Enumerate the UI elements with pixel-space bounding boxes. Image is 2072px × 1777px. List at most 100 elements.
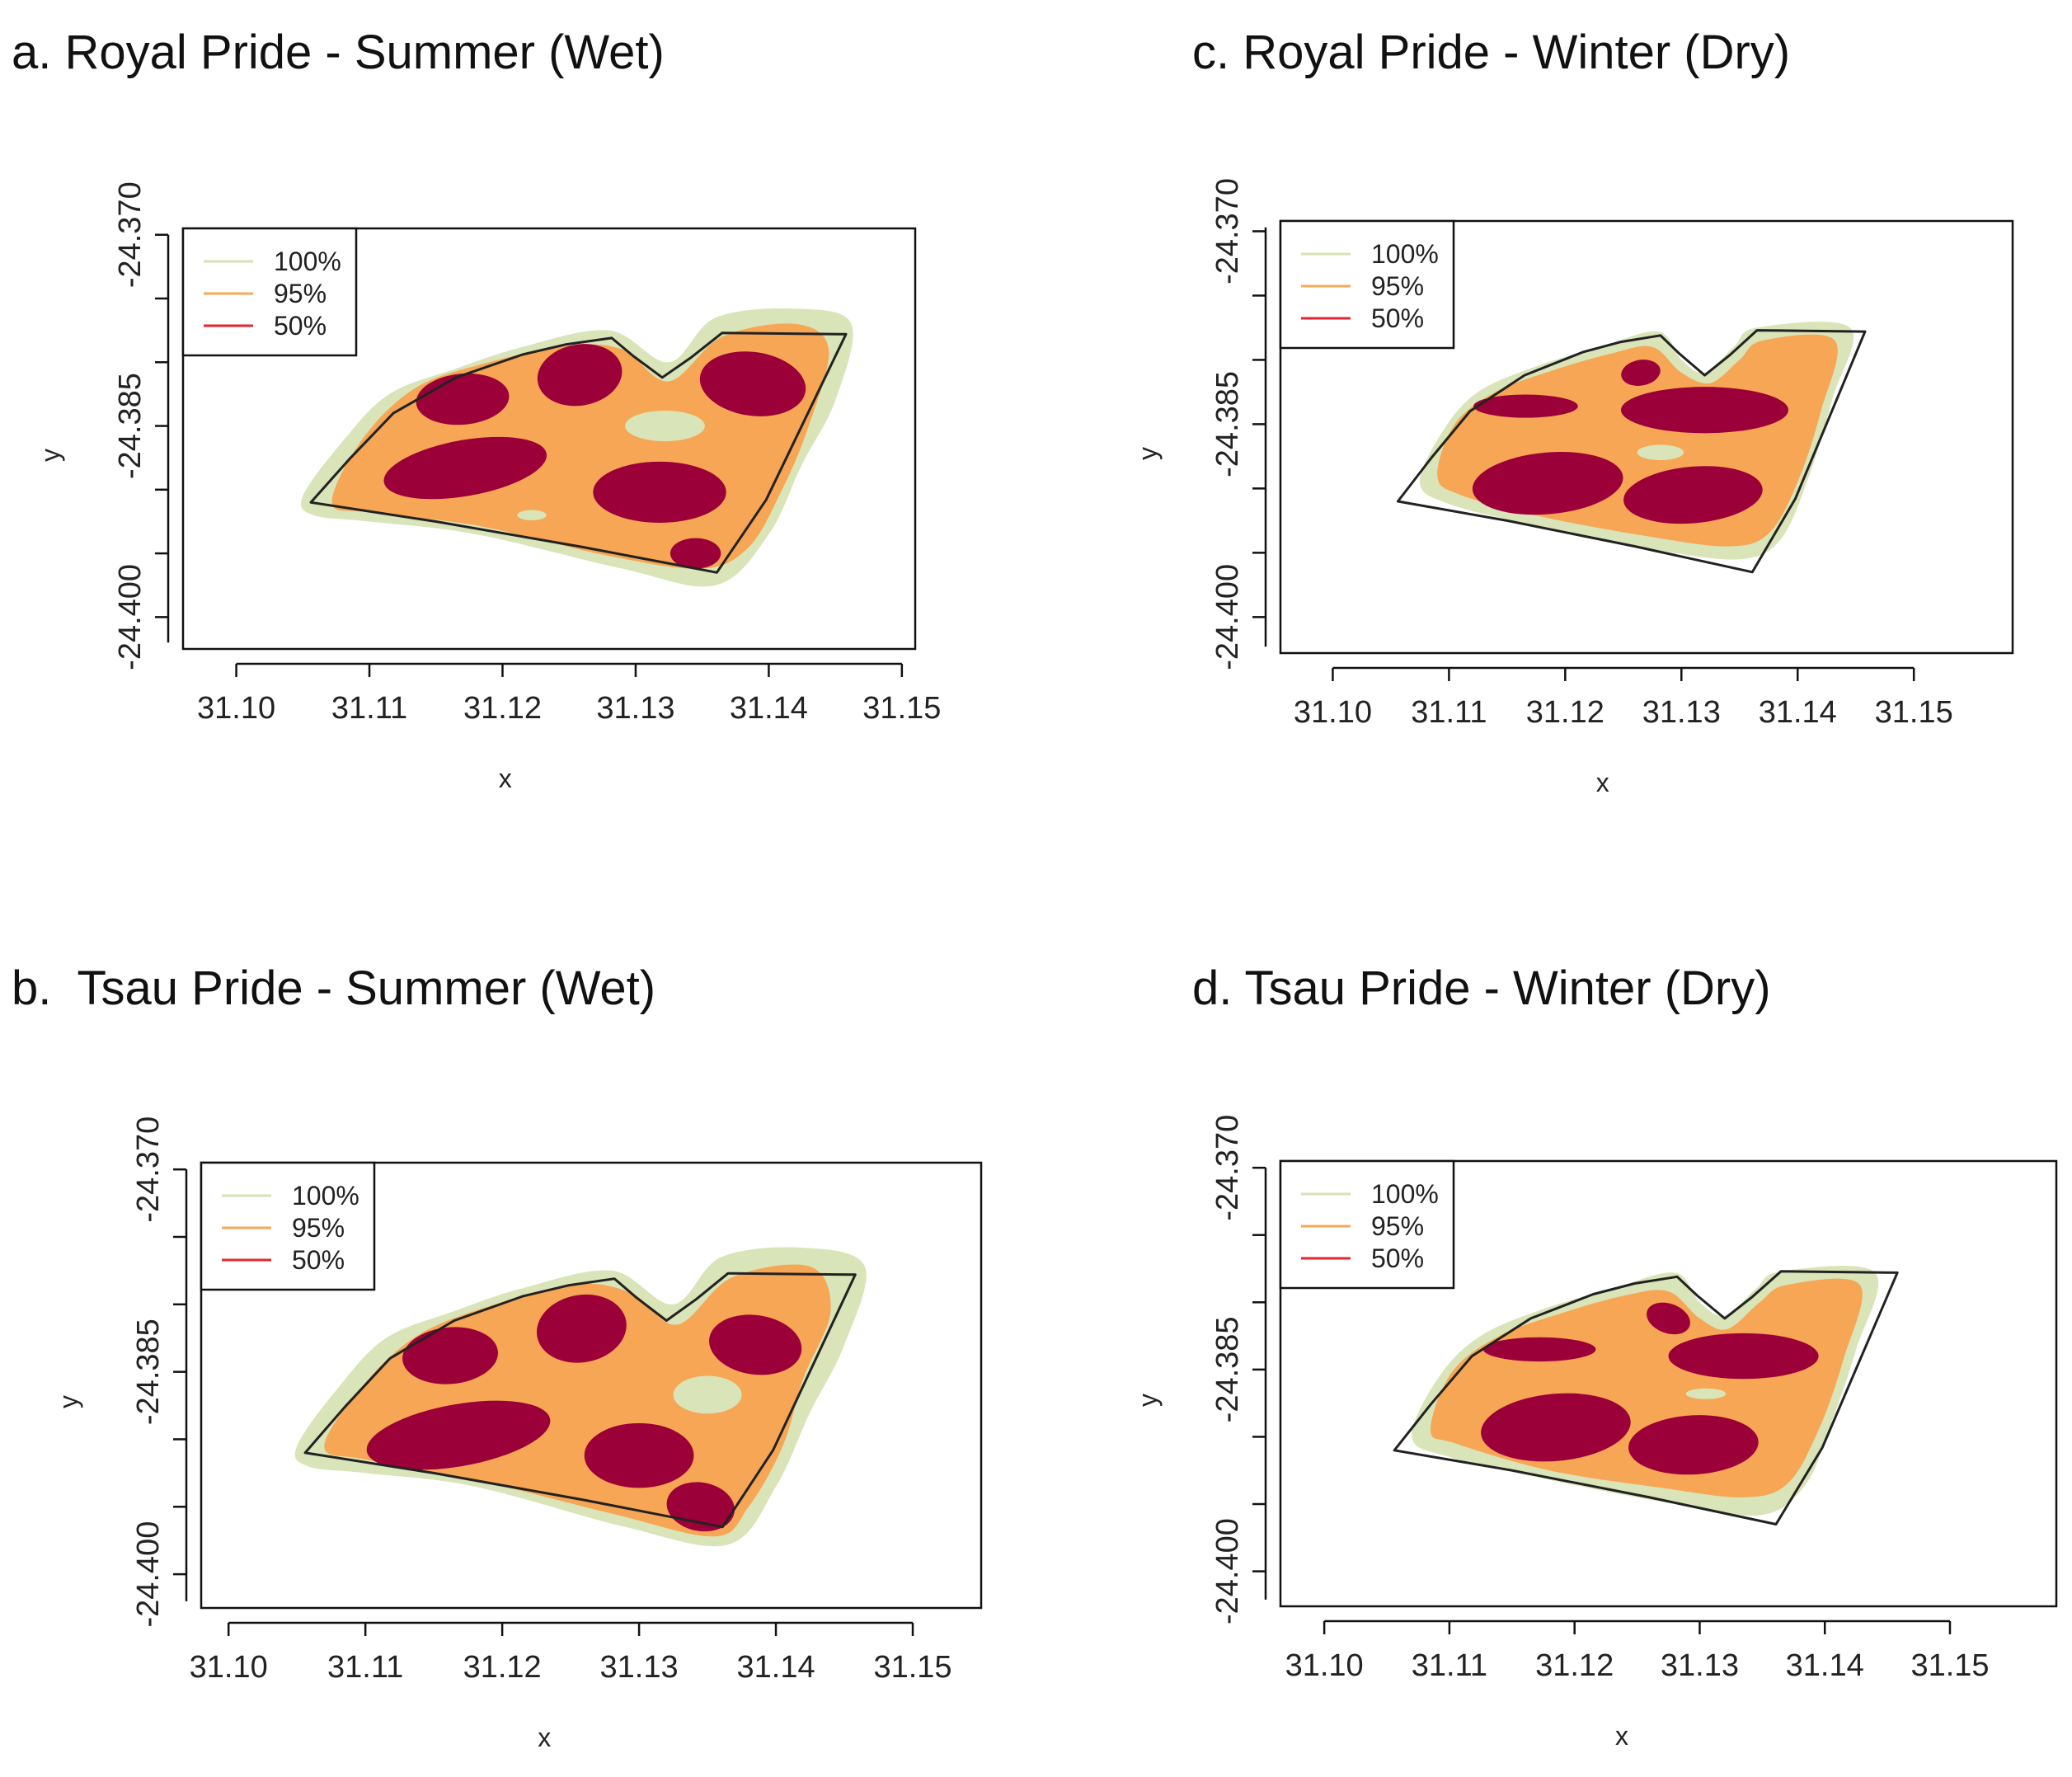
x-tick-label: 31.14 bbox=[737, 1650, 815, 1685]
core-area-50 bbox=[383, 436, 547, 500]
x-tick-label: 31.11 bbox=[1412, 1648, 1487, 1683]
y-tick-label: -24.385 bbox=[1210, 1316, 1245, 1422]
x-tick-label: 31.13 bbox=[596, 691, 674, 726]
reserve-boundary bbox=[303, 1272, 857, 1529]
legend-box bbox=[1279, 219, 1455, 350]
x-tick-label: 31.14 bbox=[1786, 1648, 1864, 1683]
y-axis: -24.370 -24.385 -24.400 y bbox=[54, 1117, 188, 1628]
core-area-50 bbox=[1481, 1393, 1631, 1462]
core-area-50 bbox=[1668, 1333, 1819, 1380]
legend: 100%95%50% bbox=[1279, 1159, 1455, 1290]
legend-box bbox=[1279, 1159, 1455, 1290]
core-area-50 bbox=[670, 538, 721, 569]
x-tick-label: 31.15 bbox=[862, 691, 941, 726]
home-range-100-patch bbox=[625, 411, 705, 442]
panel-title: c. Royal Pride - Winter (Dry) bbox=[1192, 26, 1791, 79]
legend: 100%95%50% bbox=[1279, 219, 1455, 350]
core-area-50 bbox=[1628, 1415, 1759, 1475]
x-axis: 31.10 31.11 31.12 31.13 31.14 31.15 x bbox=[190, 1621, 952, 1752]
legend-label: 95% bbox=[292, 1213, 345, 1243]
core-area-50 bbox=[593, 461, 726, 524]
x-tick-label: 31.15 bbox=[873, 1650, 951, 1685]
reserve-boundary bbox=[309, 331, 848, 574]
panel-a-royal-pride-summer: a. Royal Pride - Summer (Wet) 31.10 31.11… bbox=[0, 0, 1036, 888]
plot-frame bbox=[181, 227, 917, 651]
panel-title: b. Tsau Pride - Summer (Wet) bbox=[12, 961, 656, 1015]
plot-area bbox=[1393, 1266, 1899, 1525]
core-area-50 bbox=[709, 1314, 802, 1375]
legend-label: 100% bbox=[1371, 1179, 1439, 1209]
home-range-100-patch bbox=[517, 510, 547, 520]
y-tick-label: -24.370 bbox=[131, 1117, 166, 1223]
core-area-50 bbox=[1620, 387, 1788, 434]
y-axis: -24.370 -24.385 -24.400 y bbox=[35, 181, 170, 670]
y-tick-label: -24.385 bbox=[1210, 371, 1245, 477]
panel-c-royal-pride-winter: c. Royal Pride - Winter (Dry) 31.10 31.11… bbox=[1036, 0, 2072, 888]
reserve-boundary bbox=[1396, 329, 1867, 574]
x-tick-label: 31.10 bbox=[1285, 1648, 1364, 1683]
x-tick-label: 31.14 bbox=[1759, 695, 1837, 730]
x-axis: 31.10 31.11 31.12 31.13 31.14 31.15 x bbox=[1294, 666, 1953, 797]
x-tick-label: 31.11 bbox=[331, 691, 407, 726]
core-area-50 bbox=[402, 1327, 499, 1384]
x-tick-label: 31.12 bbox=[463, 1650, 542, 1685]
core-area-50 bbox=[1473, 394, 1578, 418]
plot-frame bbox=[1279, 1159, 2058, 1608]
x-tick-label: 31.13 bbox=[600, 1650, 679, 1685]
chart-c-svg: 31.10 31.11 31.12 31.13 31.14 31.15x-24.370-2… bbox=[1133, 178, 2014, 797]
x-axis: 31.10 31.11 31.12 31.13 31.14 31.15 x bbox=[1285, 1620, 1990, 1751]
x-tick-label: 31.12 bbox=[463, 691, 542, 726]
home-range-100-patch bbox=[673, 1375, 742, 1414]
legend-label: 95% bbox=[1371, 271, 1424, 301]
x-axis-title: x bbox=[1615, 1721, 1628, 1751]
core-area-50 bbox=[366, 1400, 551, 1470]
y-axis: -24.370 -24.385 -24.400 y bbox=[1133, 178, 1267, 670]
y-tick-label: -24.385 bbox=[113, 373, 148, 479]
home-range-100-patch bbox=[1685, 1388, 1727, 1399]
legend-label: 95% bbox=[1371, 1211, 1424, 1241]
y-axis-title: y bbox=[1133, 1394, 1163, 1407]
y-tick-label: -24.400 bbox=[131, 1521, 166, 1628]
y-tick-label: -24.400 bbox=[1210, 564, 1245, 670]
x-tick-label: 31.13 bbox=[1642, 695, 1721, 730]
plot-area bbox=[294, 1247, 867, 1547]
y-tick-label: -24.370 bbox=[1210, 178, 1245, 284]
x-tick-label: 31.15 bbox=[1910, 1648, 1989, 1683]
x-axis-title: x bbox=[1596, 768, 1609, 797]
y-tick-label: -24.385 bbox=[131, 1319, 166, 1425]
legend-label: 100% bbox=[274, 247, 341, 276]
chart-b-svg: 31.10 31.11 31.12 31.13 31.14 31.15x-24.370-2… bbox=[54, 1117, 983, 1752]
legend-box bbox=[200, 1161, 376, 1291]
y-tick-label: -24.400 bbox=[113, 564, 148, 670]
y-tick-label: -24.370 bbox=[1210, 1115, 1245, 1221]
plot-area bbox=[1396, 322, 1867, 574]
y-tick-label: -24.370 bbox=[113, 181, 148, 288]
legend-label: 100% bbox=[292, 1181, 359, 1211]
panel-title: d. Tsau Pride - Winter (Dry) bbox=[1192, 961, 1771, 1015]
core-area-50 bbox=[1472, 452, 1623, 515]
y-axis-title: y bbox=[54, 1395, 83, 1408]
legend-label: 50% bbox=[274, 311, 327, 341]
legend-label: 50% bbox=[1371, 303, 1424, 333]
core-area-50 bbox=[1623, 466, 1763, 524]
panel-b-tsau-pride-summer: b. Tsau Pride - Summer (Wet) 31.10 31.11 3… bbox=[0, 888, 1036, 1777]
x-tick-label: 31.10 bbox=[190, 1650, 268, 1685]
panel-title: a. Royal Pride - Summer (Wet) bbox=[12, 26, 665, 79]
x-tick-label: 31.10 bbox=[1294, 695, 1372, 730]
x-axis-title: x bbox=[538, 1723, 551, 1752]
plot-frame bbox=[1279, 219, 2014, 655]
plot-area bbox=[300, 308, 853, 587]
legend-label: 50% bbox=[292, 1245, 345, 1275]
x-tick-label: 31.11 bbox=[1411, 695, 1487, 730]
legend-label: 100% bbox=[1371, 239, 1439, 269]
core-area-50 bbox=[584, 1422, 694, 1488]
x-tick-label: 31.11 bbox=[327, 1650, 403, 1685]
home-range-100-patch bbox=[1637, 444, 1684, 461]
x-tick-label: 31.12 bbox=[1526, 695, 1605, 730]
x-tick-label: 31.14 bbox=[730, 691, 808, 726]
legend-label: 95% bbox=[274, 279, 327, 308]
core-area-50 bbox=[1482, 1337, 1596, 1362]
y-axis-title: y bbox=[1133, 447, 1163, 460]
chart-d-svg: 31.10 31.11 31.12 31.13 31.14 31.15x-24.370-2… bbox=[1133, 1115, 2058, 1751]
core-area-50 bbox=[1621, 360, 1661, 386]
